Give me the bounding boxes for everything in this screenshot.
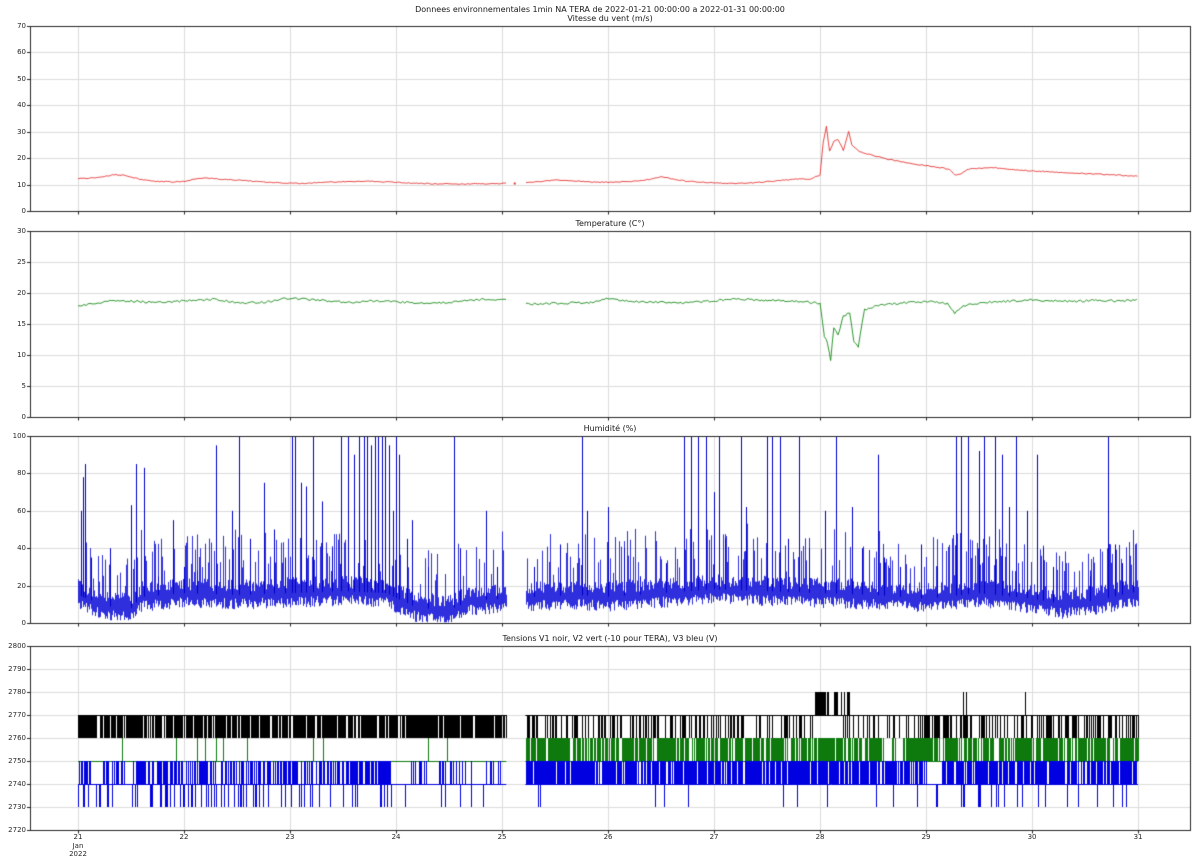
figure-title: Donnees environnementales 1min NA TERA d… [415, 5, 785, 14]
y-tick-label: 50 [17, 74, 26, 83]
y-tick-label: 70 [17, 22, 26, 30]
x-axis-year-label: 2022 [69, 850, 87, 858]
x-tick-label: 23 [285, 833, 295, 841]
y-tick-label: 80 [17, 469, 26, 478]
y-tick-label: 30 [17, 227, 26, 235]
y-tick-label: 0 [21, 619, 26, 627]
wind-speed-plot-title: Vitesse du vent (m/s) [567, 14, 653, 23]
y-tick-label: 2730 [8, 803, 26, 811]
x-tick-label: 26 [603, 833, 613, 841]
y-tick-label: 2790 [8, 665, 26, 673]
y-tick-label: 2750 [8, 757, 26, 765]
y-tick-label: 30 [17, 127, 26, 136]
y-tick-label: 40 [17, 544, 26, 553]
y-tick-label: 20 [17, 154, 26, 163]
x-axis-month-label: Jan [72, 842, 84, 850]
x-tick-label: 24 [391, 833, 401, 841]
y-tick-label: 2780 [8, 688, 26, 696]
y-tick-label: 10 [17, 180, 26, 189]
y-tick-label: 2720 [8, 826, 26, 834]
y-tick-label: 60 [17, 48, 26, 57]
y-tick-label: 5 [21, 382, 26, 390]
y-tick-label: 2740 [8, 780, 26, 788]
y-tick-label: 2770 [8, 711, 26, 719]
y-tick-label: 20 [17, 581, 26, 590]
y-tick-label: 100 [12, 432, 26, 440]
x-tick-label: 29 [921, 833, 931, 841]
y-tick-label: 0 [21, 207, 26, 215]
x-tick-label: 21 [73, 833, 83, 841]
y-tick-label: 2800 [8, 642, 26, 650]
y-tick-label: 25 [17, 258, 26, 266]
voltages-plot-title: Tensions V1 noir, V2 vert (-10 pour TERA… [502, 634, 718, 643]
y-tick-label: 2760 [8, 734, 26, 742]
y-tick-label: 20 [17, 289, 26, 297]
y-tick-label: 15 [17, 320, 26, 328]
y-tick-label: 40 [17, 101, 26, 110]
humidity-plot-title: Humidité (%) [583, 424, 637, 433]
x-tick-label: 31 [1133, 833, 1143, 841]
x-tick-label: 30 [1027, 833, 1037, 841]
x-tick-label: 25 [497, 833, 507, 841]
x-tick-label: 27 [709, 833, 719, 841]
x-tick-label: 28 [815, 833, 825, 841]
y-tick-label: 60 [17, 506, 26, 515]
y-tick-label: 10 [17, 351, 26, 359]
x-tick-label: 22 [179, 833, 189, 841]
temperature-plot-title: Temperature (C°) [575, 219, 645, 228]
y-tick-label: 0 [21, 413, 26, 421]
